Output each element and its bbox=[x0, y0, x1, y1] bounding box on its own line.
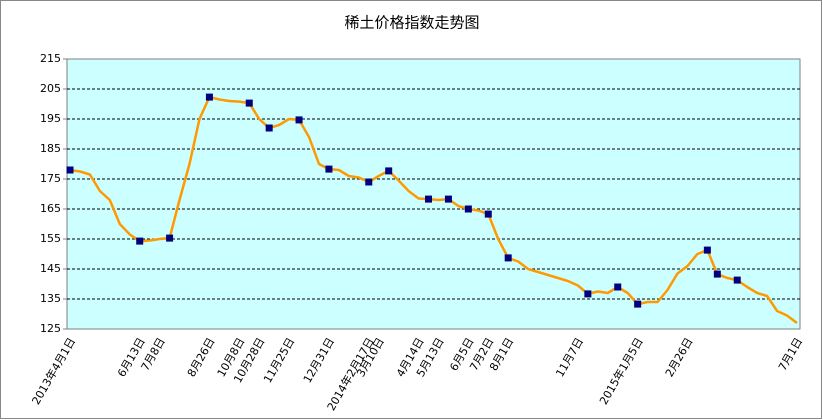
data-marker bbox=[385, 167, 393, 175]
data-marker bbox=[614, 283, 622, 291]
data-marker bbox=[444, 195, 452, 203]
chart-title: 稀土价格指数走势图 bbox=[344, 14, 479, 32]
data-marker bbox=[66, 166, 74, 174]
data-marker bbox=[136, 237, 144, 245]
data-marker bbox=[464, 205, 472, 213]
y-tick-label: 215 bbox=[40, 52, 61, 65]
data-marker bbox=[634, 300, 642, 308]
data-marker bbox=[703, 246, 711, 254]
y-tick-label: 125 bbox=[40, 322, 61, 335]
y-tick-label: 175 bbox=[40, 172, 61, 185]
data-marker bbox=[484, 210, 492, 218]
data-marker bbox=[733, 276, 741, 284]
data-marker bbox=[365, 178, 373, 186]
y-tick-label: 185 bbox=[40, 142, 61, 155]
data-marker bbox=[425, 195, 433, 203]
y-tick-label: 135 bbox=[40, 292, 61, 305]
y-tick-label: 145 bbox=[40, 262, 61, 275]
data-marker bbox=[205, 93, 213, 101]
y-tick-label: 165 bbox=[40, 202, 61, 215]
data-marker bbox=[166, 234, 174, 242]
data-marker bbox=[504, 254, 512, 262]
price-line bbox=[69, 95, 798, 324]
data-marker bbox=[325, 165, 333, 173]
y-tick-label: 205 bbox=[40, 82, 61, 95]
data-marker bbox=[713, 270, 721, 278]
data-marker bbox=[245, 99, 253, 107]
data-marker bbox=[295, 116, 303, 124]
data-marker bbox=[584, 290, 592, 298]
data-marker bbox=[265, 124, 273, 132]
y-tick-label: 195 bbox=[40, 112, 61, 125]
plot-area bbox=[66, 58, 801, 330]
y-tick-label: 155 bbox=[40, 232, 61, 245]
